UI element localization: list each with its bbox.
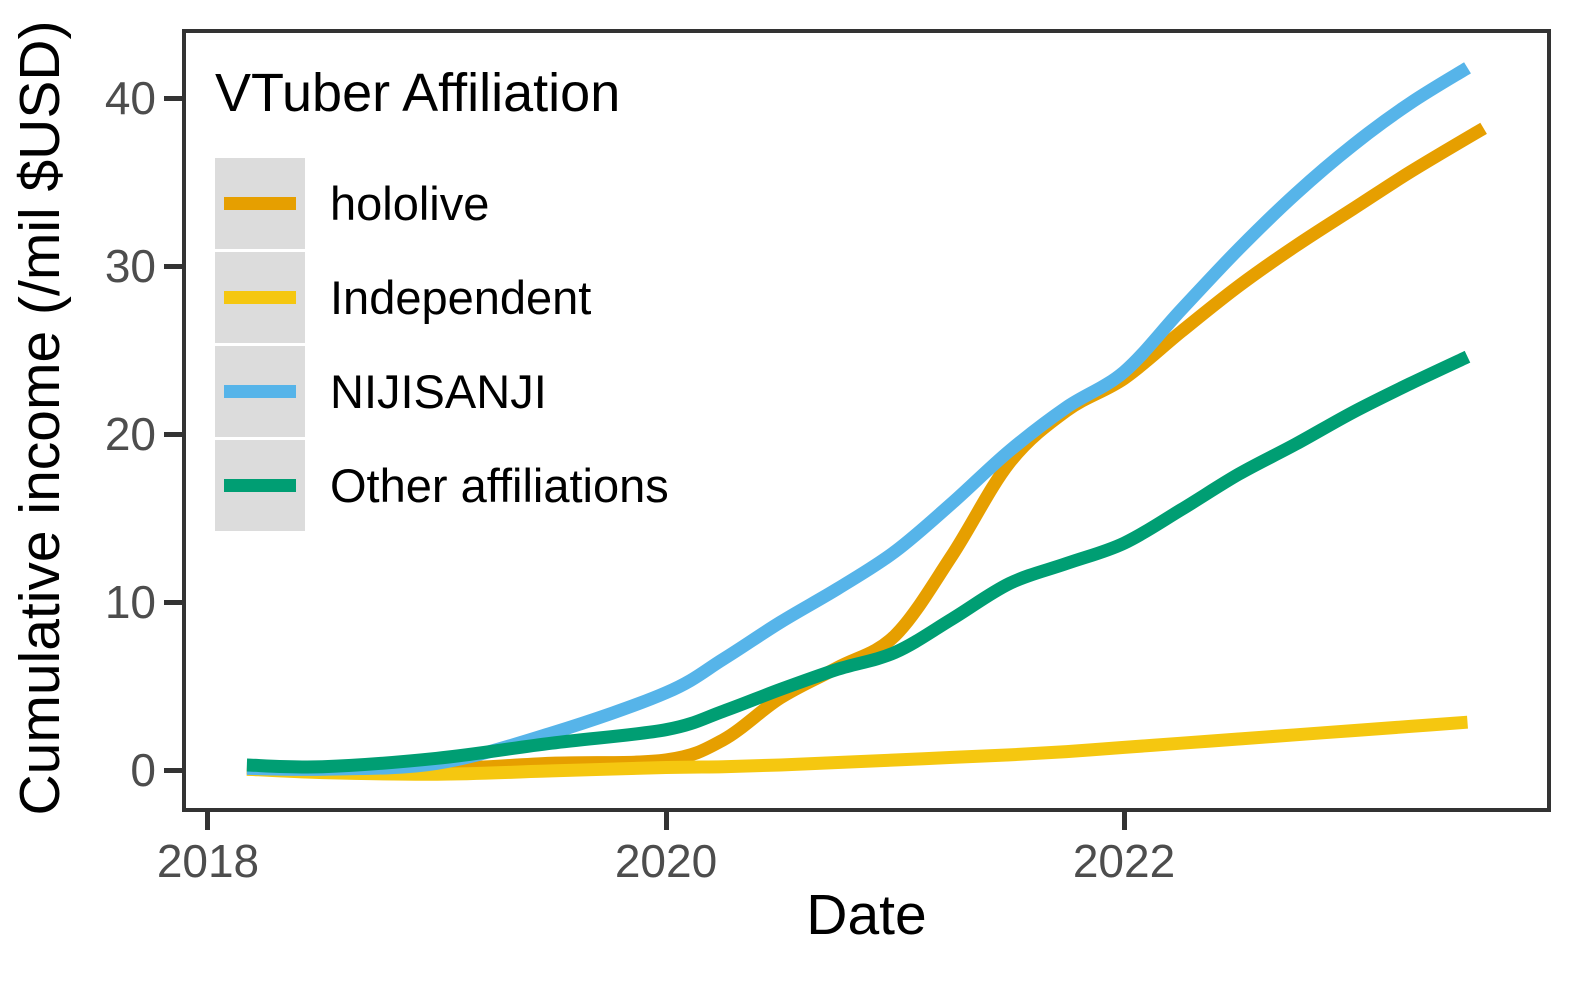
- legend-label: NIJISANJI: [330, 365, 547, 418]
- x-tick-label-2022: 2022: [1072, 835, 1176, 887]
- legend-title: VTuber Affiliation: [215, 63, 621, 123]
- y-tick-mark-40: [164, 95, 186, 101]
- x-tick-mark-2020: [663, 808, 669, 830]
- x-axis-title: Date: [806, 883, 927, 947]
- line-chart-canvas: [246, 62, 1487, 781]
- legend-key-box: [215, 346, 305, 437]
- y-tick-label-10: 10: [104, 576, 156, 629]
- y-tick-mark-10: [164, 599, 186, 605]
- legend: VTuber Affiliation hololive Independent NI…: [215, 63, 669, 531]
- y-tick-mark-30: [164, 263, 186, 269]
- x-tick-mark-2022: [1121, 808, 1127, 830]
- legend-label: Other affiliations: [330, 459, 669, 512]
- legend-key-line-icon: [224, 385, 296, 398]
- legend-key-line-icon: [224, 291, 296, 304]
- legend-key-box: [215, 440, 305, 531]
- y-tick-mark-20: [164, 431, 186, 437]
- y-tick-label-40: 40: [104, 72, 156, 125]
- legend-label: hololive: [330, 177, 490, 230]
- x-tick-label-2020: 2020: [614, 835, 718, 887]
- y-tick-label-30: 30: [104, 240, 156, 293]
- plot-panel: VTuber Affiliation hololive Independent NI…: [186, 33, 1547, 808]
- legend-key-line-icon: [224, 479, 296, 492]
- legend-key-box: [215, 158, 305, 249]
- y-tick-label-0: 0: [130, 744, 156, 797]
- y-tick-mark-0: [164, 767, 186, 773]
- legend-key-line-icon: [224, 197, 296, 210]
- line-independent: [246, 715, 1468, 781]
- legend-key-box: [215, 252, 305, 343]
- line-hololive: [246, 122, 1487, 777]
- y-tick-label-20: 20: [104, 408, 156, 461]
- legend-label: Independent: [330, 271, 592, 324]
- x-tick-mark-2018: [205, 808, 211, 830]
- line-other-affiliations: [246, 350, 1471, 774]
- x-tick-label-2018: 2018: [156, 835, 260, 887]
- line-nijisanji: [246, 62, 1471, 776]
